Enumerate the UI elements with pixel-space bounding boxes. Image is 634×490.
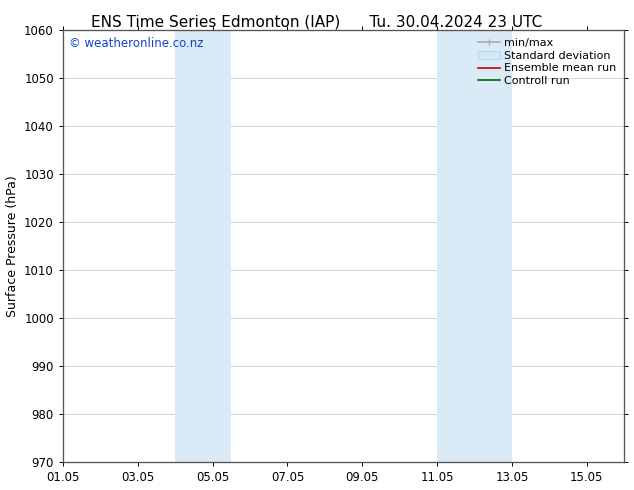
Text: ENS Time Series Edmonton (IAP)      Tu. 30.04.2024 23 UTC: ENS Time Series Edmonton (IAP) Tu. 30.04…	[91, 15, 543, 30]
Text: © weatheronline.co.nz: © weatheronline.co.nz	[68, 37, 203, 49]
Bar	[437, 30, 512, 463]
Legend: min/max, Standard deviation, Ensemble mean run, Controll run: min/max, Standard deviation, Ensemble me…	[476, 36, 619, 89]
Bar	[175, 30, 231, 463]
Y-axis label: Surface Pressure (hPa): Surface Pressure (hPa)	[6, 175, 18, 317]
